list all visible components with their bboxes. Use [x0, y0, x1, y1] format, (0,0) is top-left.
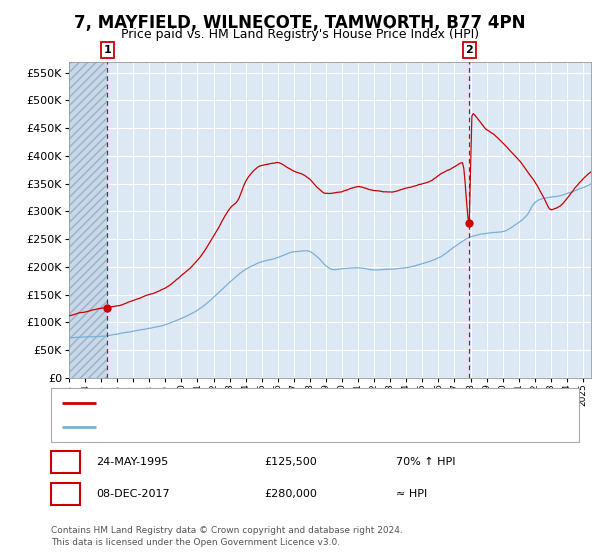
Text: £125,500: £125,500: [264, 457, 317, 467]
Text: 08-DEC-2017: 08-DEC-2017: [96, 489, 170, 499]
Text: 7, MAYFIELD, WILNECOTE, TAMWORTH, B77 4PN (detached house): 7, MAYFIELD, WILNECOTE, TAMWORTH, B77 4P…: [102, 398, 472, 408]
Text: 1: 1: [61, 455, 70, 469]
Bar: [69, 62, 107, 378]
Text: Contains HM Land Registry data © Crown copyright and database right 2024.
This d: Contains HM Land Registry data © Crown c…: [51, 526, 403, 547]
Text: Price paid vs. HM Land Registry's House Price Index (HPI): Price paid vs. HM Land Registry's House …: [121, 28, 479, 41]
Text: 1: 1: [103, 45, 111, 55]
Text: ≈ HPI: ≈ HPI: [396, 489, 427, 499]
Text: 2: 2: [61, 487, 70, 501]
Text: 70% ↑ HPI: 70% ↑ HPI: [396, 457, 455, 467]
Text: HPI: Average price, detached house, Tamworth: HPI: Average price, detached house, Tamw…: [102, 422, 363, 432]
Bar: [69, 62, 107, 378]
Text: £280,000: £280,000: [264, 489, 317, 499]
Text: 2: 2: [466, 45, 473, 55]
Text: 24-MAY-1995: 24-MAY-1995: [96, 457, 168, 467]
Text: 7, MAYFIELD, WILNECOTE, TAMWORTH, B77 4PN: 7, MAYFIELD, WILNECOTE, TAMWORTH, B77 4P…: [74, 14, 526, 32]
